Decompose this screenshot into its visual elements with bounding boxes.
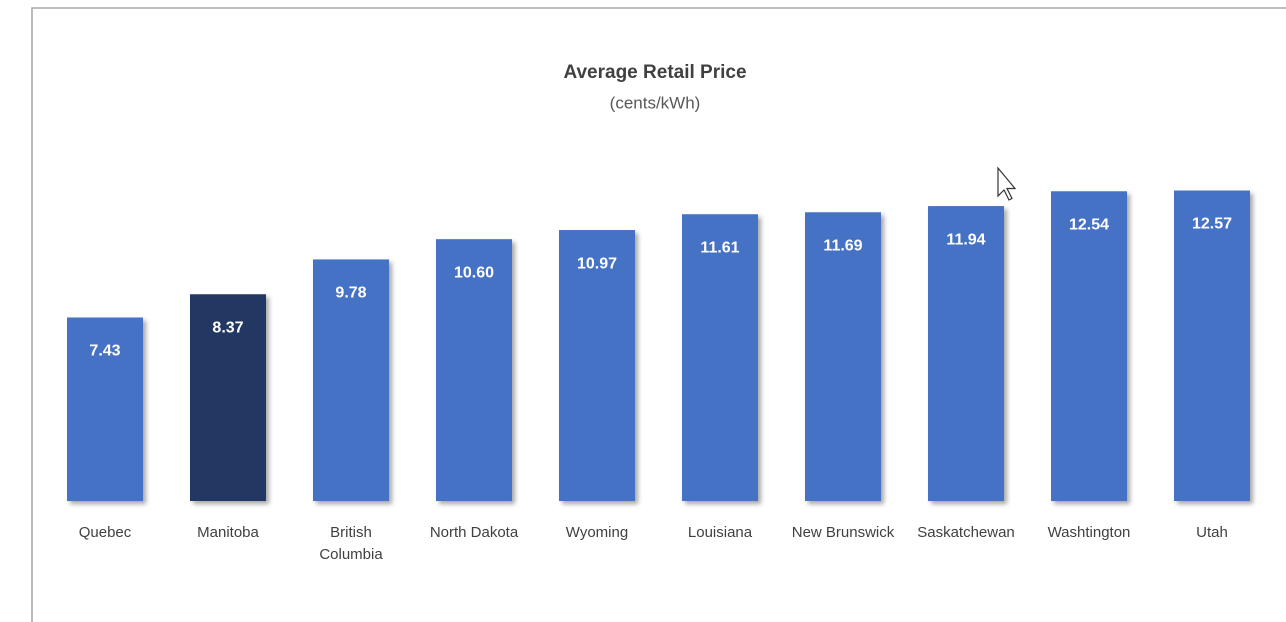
bar [805, 212, 881, 501]
x-tick-label: British Columbia [319, 524, 383, 563]
chart-subtitle: (cents/kWh) [610, 93, 701, 112]
x-tick-label: Saskatchewan [917, 524, 1015, 541]
x-tick-label: Utah [1196, 524, 1228, 541]
value-label: 11.94 [946, 231, 985, 248]
bar [928, 206, 1004, 501]
x-tick-label: New Brunswick [792, 524, 895, 541]
x-tick-label: Washtington [1048, 524, 1131, 541]
value-label: 11.61 [700, 239, 739, 256]
bar [1174, 190, 1250, 501]
x-tick-label: Louisiana [688, 524, 753, 541]
x-tick-label: North Dakota [430, 524, 519, 541]
value-label: 10.97 [577, 255, 617, 272]
value-label: 11.69 [823, 237, 862, 254]
x-tick-label: Manitoba [197, 524, 259, 541]
x-tick-label: Quebec [79, 524, 132, 541]
chart-title: Average Retail Price [563, 62, 746, 83]
cursor [997, 166, 1017, 201]
frame [31, 7, 1286, 622]
bar [67, 317, 143, 501]
value-label: 7.43 [89, 343, 120, 360]
value-label: 8.37 [212, 319, 243, 336]
value-label: 12.57 [1192, 216, 1232, 233]
value-label: 10.60 [454, 264, 494, 281]
bar [1051, 191, 1127, 501]
bar [190, 294, 266, 501]
bar [559, 230, 635, 501]
value-label: 12.54 [1069, 216, 1109, 233]
bar [682, 214, 758, 501]
bar [436, 239, 512, 501]
value-label: 9.78 [335, 285, 366, 302]
bar [313, 259, 389, 501]
x-tick-label: Wyoming [566, 524, 628, 541]
